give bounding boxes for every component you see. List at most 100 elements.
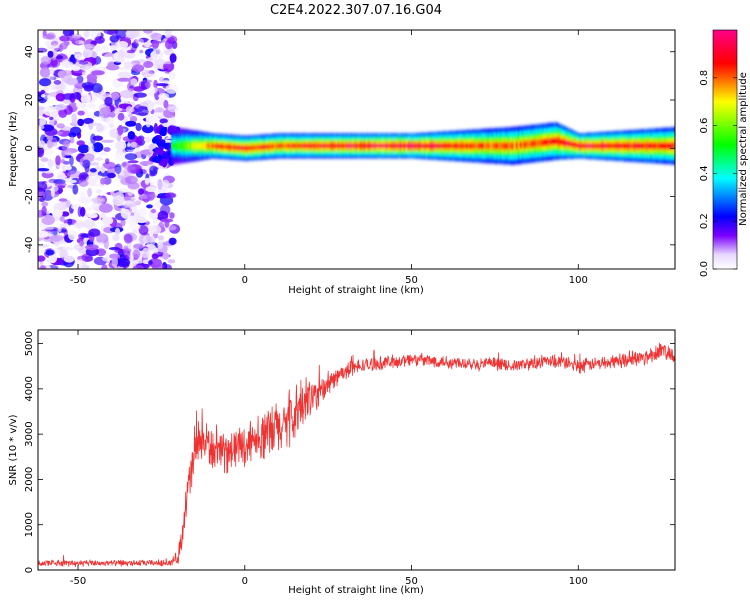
band-cell xyxy=(247,145,250,151)
band-cell xyxy=(373,143,377,149)
band-cell xyxy=(495,142,499,150)
noise-blob xyxy=(73,220,86,229)
band-cell xyxy=(367,143,371,149)
noise-blob xyxy=(160,204,171,216)
band-cell xyxy=(651,142,655,150)
noise-blob xyxy=(40,94,46,98)
band-cell xyxy=(549,137,553,146)
noise-blob xyxy=(60,211,70,217)
noise-blob xyxy=(39,265,46,269)
noise-blob xyxy=(69,122,79,127)
noise-blob xyxy=(38,105,45,116)
noise-blob xyxy=(150,208,157,214)
band-cell xyxy=(291,143,295,149)
band-cell xyxy=(629,142,633,150)
noise-blob xyxy=(117,112,125,121)
band-cell xyxy=(375,143,379,149)
band-cell xyxy=(481,142,485,150)
noise-blob xyxy=(144,41,151,48)
noise-blob xyxy=(167,105,179,113)
noise-blob xyxy=(88,213,98,219)
band-cell xyxy=(643,142,647,150)
noise-blob xyxy=(92,135,104,141)
band-cell xyxy=(181,142,184,150)
noise-blob xyxy=(163,264,172,269)
noise-blob xyxy=(88,122,102,126)
noise-blob xyxy=(125,30,140,39)
noise-blob xyxy=(165,84,179,94)
band-cell xyxy=(315,143,319,149)
band-cell xyxy=(589,143,593,149)
noise-blob xyxy=(135,122,142,132)
band-cell xyxy=(313,143,317,149)
noise-blob xyxy=(101,139,114,143)
band-cell xyxy=(197,142,200,149)
band-cell xyxy=(443,142,447,149)
noise-blob xyxy=(41,124,55,132)
band-cell xyxy=(577,143,581,149)
band-cell xyxy=(345,143,349,149)
band-cell xyxy=(195,142,198,150)
noise-blob xyxy=(154,148,163,154)
band-cell xyxy=(493,142,497,150)
noise-blob xyxy=(51,111,59,118)
band-cell xyxy=(237,145,240,151)
band-cell xyxy=(439,142,443,149)
band-cell xyxy=(559,138,563,146)
band-cell xyxy=(325,143,329,149)
noise-blob xyxy=(132,265,144,269)
snr-panel: -50 0 50 100 0 1000 2000 3000 4000 5000 Height o… xyxy=(8,329,676,596)
noise-blob xyxy=(143,73,157,77)
noise-blob xyxy=(96,123,104,133)
noise-blob xyxy=(152,217,158,224)
band-cell xyxy=(395,143,399,149)
noise-blob xyxy=(53,202,64,213)
spectrogram-x-ticks: -50 0 50 100 xyxy=(70,30,588,286)
band-cell xyxy=(607,142,611,149)
noise-blob xyxy=(126,49,136,54)
noise-blob xyxy=(106,252,112,261)
noise-blob xyxy=(71,34,82,39)
noise-blob xyxy=(120,208,131,219)
noise-blob xyxy=(101,264,108,269)
band-cell xyxy=(225,144,228,150)
noise-blob xyxy=(86,103,96,110)
band-cell xyxy=(545,138,549,147)
y-tick-label: 3000 xyxy=(24,421,35,446)
noise-blob xyxy=(125,200,132,205)
band-cell xyxy=(383,143,387,149)
band-cell xyxy=(467,142,471,150)
noise-blob xyxy=(86,73,98,82)
noise-blob xyxy=(143,61,154,68)
noise-blob xyxy=(148,260,153,265)
band-cell xyxy=(289,143,293,149)
snr-series-line xyxy=(38,342,675,567)
noise-blob xyxy=(68,230,77,241)
noise-blob xyxy=(40,56,52,65)
noise-blob xyxy=(151,39,159,49)
band-cell xyxy=(541,138,545,147)
band-cell xyxy=(595,143,599,149)
band-cell xyxy=(615,142,619,149)
noise-blob xyxy=(118,188,128,193)
band-cell xyxy=(177,142,180,150)
noise-blob xyxy=(38,250,47,253)
band-cell xyxy=(317,143,321,149)
noise-blob xyxy=(38,255,46,262)
band-cell xyxy=(191,142,194,150)
noise-blob xyxy=(132,64,145,73)
noise-blob xyxy=(60,159,66,164)
band-cell xyxy=(527,140,531,149)
noise-blob xyxy=(43,225,55,230)
noise-blob xyxy=(57,70,66,78)
band-cell xyxy=(431,143,435,149)
noise-blob xyxy=(64,165,72,171)
noise-blob xyxy=(66,179,77,184)
band-cell xyxy=(543,138,547,147)
band-cell xyxy=(597,143,601,149)
band-cell xyxy=(347,143,351,149)
noise-blob xyxy=(55,93,66,102)
band-cell xyxy=(561,138,565,146)
noise-blob xyxy=(74,40,80,45)
